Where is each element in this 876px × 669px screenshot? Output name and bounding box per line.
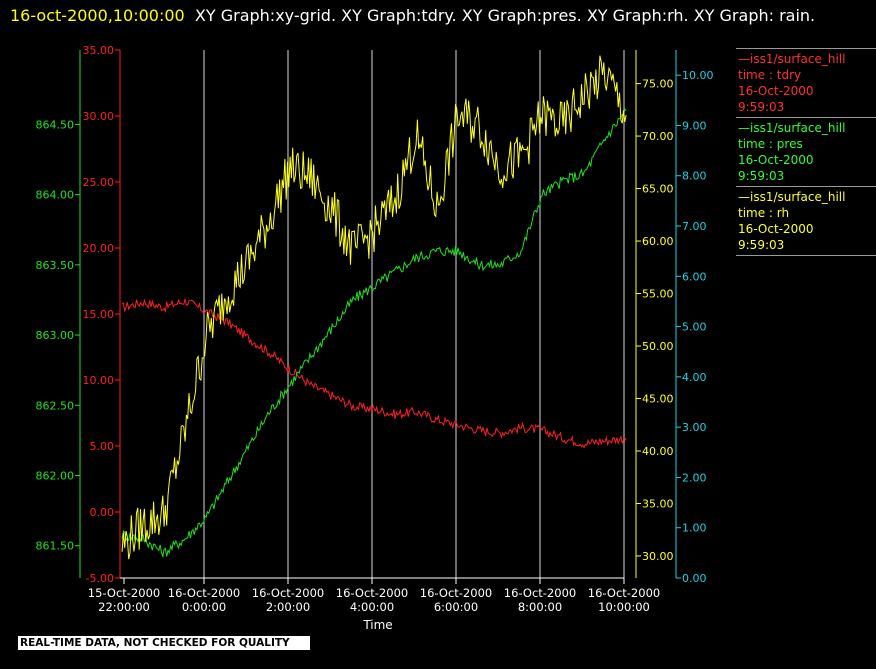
legend-date: 16-Oct-2000 bbox=[738, 222, 814, 236]
y-tick-label: 55.00 bbox=[642, 288, 674, 301]
y-tick-label: 30.00 bbox=[83, 110, 115, 123]
legend-field: time : pres bbox=[738, 137, 803, 151]
legend-station: iss1/surface_hill bbox=[750, 190, 846, 204]
y-tick-label: 50.00 bbox=[642, 340, 674, 353]
legend-date: 16-Oct-2000 bbox=[738, 84, 814, 98]
y-axis-rain: 10.00 9.00 8.00 7.00 6.00 5.00 4.00 3.00 2.00 1.0… bbox=[675, 50, 714, 585]
y-tick-label: 864.50 bbox=[36, 118, 75, 131]
x-tick-label: 15-Oct-2000 bbox=[88, 586, 160, 600]
legend-station: iss1/surface_hill bbox=[750, 52, 846, 66]
x-tick-label: 16-Oct-2000 bbox=[168, 586, 240, 600]
y-axis-pres: 864.50 864.00 863.50 863.00 862.50 862.00 861.… bbox=[36, 50, 81, 578]
y-tick-label: 25.00 bbox=[83, 176, 115, 189]
quality-banner: REAL-TIME DATA, NOT CHECKED FOR QUALITY bbox=[18, 636, 310, 650]
x-tick-label: 2:00:00 bbox=[266, 600, 310, 614]
legend-date: 16-Oct-2000 bbox=[738, 153, 814, 167]
y-tick-label: 861.50 bbox=[36, 540, 75, 553]
y-tick-label: 5.00 bbox=[90, 440, 115, 453]
legend-entry-pres: —iss1/surface_hill time : pres 16-Oct-20… bbox=[736, 117, 876, 186]
y-tick-label: 65.00 bbox=[642, 183, 674, 196]
y-tick-label: -5.00 bbox=[86, 572, 114, 585]
series-line-tdry bbox=[121, 298, 627, 449]
y-tick-label: 20.00 bbox=[83, 242, 115, 255]
y-tick-label: 40.00 bbox=[642, 445, 674, 458]
y-tick-label: 7.00 bbox=[682, 220, 707, 233]
timestamp: 16-oct-2000,10:00:00 bbox=[10, 6, 185, 25]
y-tick-label: 0.00 bbox=[90, 506, 115, 519]
y-tick-label: 15.00 bbox=[83, 308, 115, 321]
x-tick-label: 10:00:00 bbox=[598, 600, 650, 614]
x-tick-label: 16-Oct-2000 bbox=[420, 586, 492, 600]
graph-header: 16-oct-2000,10:00:00 XY Graph:xy-grid. X… bbox=[10, 2, 870, 29]
y-tick-label: 1.00 bbox=[682, 522, 707, 535]
y-tick-label: 3.00 bbox=[682, 421, 707, 434]
x-tick-label: 22:00:00 bbox=[98, 600, 150, 614]
y-tick-label: 863.50 bbox=[36, 259, 75, 272]
x-axis-label: Time bbox=[362, 618, 392, 632]
y-tick-label: 9.00 bbox=[682, 119, 707, 132]
y-tick-label: 10.00 bbox=[83, 374, 115, 387]
y-tick-label: 30.00 bbox=[642, 550, 674, 563]
y-tick-label: 2.00 bbox=[682, 471, 707, 484]
series-lines bbox=[121, 55, 627, 560]
x-tick-label: 8:00:00 bbox=[518, 600, 562, 614]
series-line-pres bbox=[121, 108, 627, 558]
y-tick-label: 864.00 bbox=[36, 189, 75, 202]
y-tick-label: 10.00 bbox=[682, 69, 714, 82]
axes: 35.00 30.00 25.00 20.00 15.00 10.00 5.00 0.00 -5… bbox=[36, 44, 714, 614]
x-tick-label: 16-Oct-2000 bbox=[252, 586, 324, 600]
y-tick-label: 35.00 bbox=[642, 497, 674, 510]
x-tick-label: 0:00:00 bbox=[182, 600, 226, 614]
y-tick-label: 75.00 bbox=[642, 78, 674, 91]
x-axis: 15-Oct-200022:00:0016-Oct-20000:00:0016-… bbox=[88, 577, 660, 614]
y-tick-label: 863.00 bbox=[36, 329, 75, 342]
x-tick-label: 6:00:00 bbox=[434, 600, 478, 614]
y-tick-label: 862.50 bbox=[36, 399, 75, 412]
y-tick-label: 6.00 bbox=[682, 270, 707, 283]
legend-field: time : rh bbox=[738, 206, 790, 220]
series-line-rh bbox=[121, 55, 627, 560]
y-tick-label: 45.00 bbox=[642, 393, 674, 406]
x-tick-label: 16-Oct-2000 bbox=[588, 586, 660, 600]
y-tick-label: 5.00 bbox=[682, 321, 707, 334]
y-axis-rh: 75.00 70.00 65.00 60.00 55.00 50.00 45.00 40.00… bbox=[635, 50, 674, 578]
y-tick-label: 8.00 bbox=[682, 170, 707, 183]
y-tick-label: 60.00 bbox=[642, 235, 674, 248]
legend: —iss1/surface_hill time : tdry 16-Oct-20… bbox=[736, 48, 876, 256]
y-tick-label: 70.00 bbox=[642, 130, 674, 143]
y-tick-label: 862.00 bbox=[36, 469, 75, 482]
y-tick-label: 4.00 bbox=[682, 371, 707, 384]
y-axis-tdry: 35.00 30.00 25.00 20.00 15.00 10.00 5.00 0.00 -5… bbox=[83, 44, 121, 585]
x-tick-label: 4:00:00 bbox=[350, 600, 394, 614]
legend-entry-rh: —iss1/surface_hill time : rh 16-Oct-2000… bbox=[736, 186, 876, 256]
legend-entry-tdry: —iss1/surface_hill time : tdry 16-Oct-20… bbox=[736, 48, 876, 117]
legend-field: time : tdry bbox=[738, 68, 802, 82]
legend-time: 9:59:03 bbox=[738, 100, 785, 114]
y-tick-label: 0.00 bbox=[682, 572, 707, 585]
legend-time: 9:59:03 bbox=[738, 238, 785, 252]
graph-titles: XY Graph:xy-grid. XY Graph:tdry. XY Grap… bbox=[194, 6, 816, 25]
legend-station: iss1/surface_hill bbox=[750, 121, 846, 135]
x-tick-label: 16-Oct-2000 bbox=[504, 586, 576, 600]
x-tick-label: 16-Oct-2000 bbox=[336, 586, 408, 600]
legend-time: 9:59:03 bbox=[738, 169, 785, 183]
y-tick-label: 35.00 bbox=[83, 44, 115, 57]
grid-lines bbox=[203, 50, 625, 578]
